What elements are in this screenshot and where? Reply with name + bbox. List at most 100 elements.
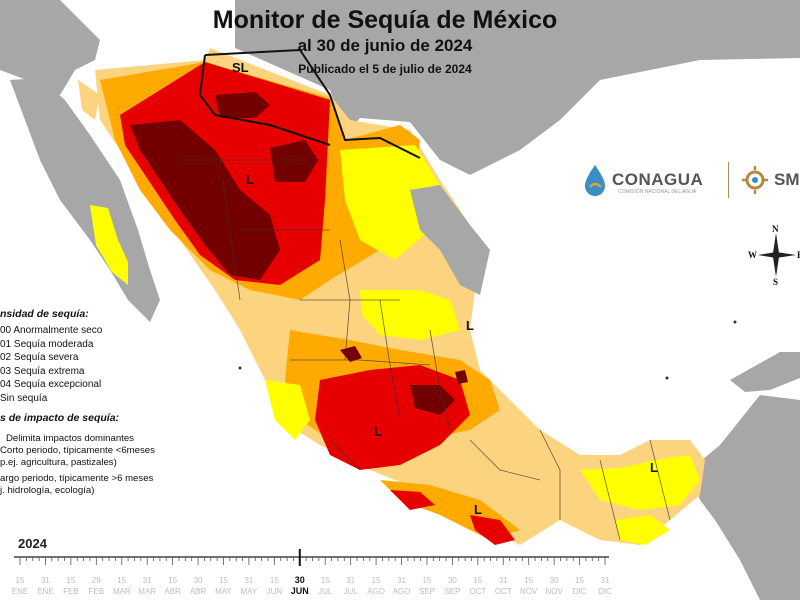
timeline-month-label: JUL — [318, 587, 333, 596]
state-borders — [180, 159, 671, 541]
timeline-day-label: 15 — [473, 576, 482, 585]
timeline-day-label: 31 — [601, 576, 610, 585]
timeline-month-label: FEB — [63, 587, 79, 596]
compass-e: E — [797, 250, 800, 260]
compass-rose: N S W E — [748, 225, 800, 285]
smn-name: SM — [774, 170, 800, 189]
timeline-month-label: NOV — [545, 587, 563, 596]
timeline-month-label: SEP — [444, 587, 460, 596]
intensity-legend-label: 04 Sequía excepcional — [0, 379, 102, 390]
timeline-year: 2024 — [18, 536, 47, 551]
compass-n: N — [772, 225, 779, 234]
central-america-land — [690, 395, 800, 600]
timeline-month-label: SEP — [419, 587, 435, 596]
logo-divider — [728, 162, 729, 198]
intensity-legend: nsidad de sequía: 00 Anormalmente seco 01… — [0, 308, 140, 405]
map-label-l-tabasco: L — [650, 460, 658, 475]
d4-region-hidalgo — [410, 385, 455, 415]
timeline-day-label: 15 — [66, 576, 75, 585]
timeline-day-label: 15 — [117, 576, 126, 585]
timeline-day-label: 15 — [219, 576, 228, 585]
page-title: Monitor de Sequía de México — [212, 6, 558, 34]
d0-region-southeast — [580, 455, 700, 510]
timeline-month-label: MAR — [138, 587, 156, 596]
timeline-day-label: 15 — [423, 576, 432, 585]
timeline-day-label: 30 — [194, 576, 203, 585]
timeline-month-label: OCT — [469, 587, 486, 596]
map-label-l-veracruz: L — [466, 318, 474, 333]
island-dot — [238, 366, 242, 370]
conagua-drop-icon — [585, 165, 605, 196]
intensity-legend-item-d0: 00 Anormalmente seco — [0, 324, 140, 338]
d0-region-chiapas — [615, 515, 670, 545]
timeline-day-label: 15 — [321, 576, 330, 585]
intensity-legend-label: 03 Sequía extrema — [0, 365, 85, 377]
cuba-land — [730, 352, 800, 392]
intensity-legend-item-ss: Sin sequía — [0, 392, 140, 406]
timeline-day-label: 15 — [168, 576, 177, 585]
timeline-month-label: AGO — [367, 587, 385, 596]
compass-w: W — [748, 250, 757, 260]
intensity-legend-item-d2: 02 Sequía severa — [0, 351, 140, 365]
timeline-day-label: 31 — [244, 576, 253, 585]
d4-region-chihuahua-e — [270, 140, 318, 182]
timeline-day-label: 15 — [372, 576, 381, 585]
timeline-day-label: 31 — [143, 576, 152, 585]
d4-region-zacatecas — [340, 346, 362, 362]
timeline-day-label: 31 — [397, 576, 406, 585]
d0-region-northeast — [340, 145, 440, 260]
timeline-month-label: JUN — [267, 587, 283, 596]
conagua-subtitle: COMISIÓN NACIONAL DEL AGUA — [618, 189, 697, 195]
d4-region-chihuahua-n — [215, 92, 270, 118]
timeline-month-label: ENE — [37, 587, 53, 596]
intensity-legend-item-d1: 01 Sequía moderada — [0, 338, 140, 352]
usa-west-land — [0, 0, 100, 95]
page-subtitle: al 30 de junio de 2024 — [297, 36, 473, 55]
island-dot — [733, 320, 737, 324]
d0-region-huasteca — [360, 290, 460, 340]
compass-s: S — [773, 277, 778, 285]
published-date: Publicado el 5 de julio de 2024 — [298, 62, 472, 76]
d3-region-oaxaca — [390, 490, 435, 510]
baja-d0 — [90, 205, 128, 285]
timeline-month-label: ABR — [190, 587, 207, 596]
impact-legend: s de impacto de sequía: Delimita impacto… — [0, 412, 155, 497]
intensity-legend-label: Sin sequía — [0, 392, 48, 404]
timeline-day-label: 30 — [295, 575, 305, 585]
conagua-name: CONAGUA — [612, 170, 704, 189]
intensity-legend-item-d3: 03 Sequía extrema — [0, 365, 140, 379]
timeline-month-label: JUN — [291, 586, 309, 596]
usa-land — [0, 0, 800, 175]
d4-region-queretaro — [455, 370, 468, 384]
timeline-month-label: FEB — [89, 587, 105, 596]
timeline-month-label: MAY — [241, 587, 258, 596]
d4-region-sonora — [130, 120, 280, 280]
map-label-l-michoacan: L — [374, 424, 382, 439]
timeline-month-label: OCT — [495, 587, 512, 596]
map-label-l-oaxaca: L — [474, 502, 482, 517]
impact-long-label: argo periodo, típicamente >6 meses — [0, 473, 154, 484]
timeline-day-label: 31 — [346, 576, 355, 585]
timeline-day-label: 29 — [92, 576, 101, 585]
map-label-sl: SL — [232, 60, 249, 75]
impact-legend-title: s de impacto de sequía: — [0, 412, 120, 424]
impact-short-label: Corto periodo, típicamente <6meses — [0, 445, 155, 456]
smn-logo: SM — [740, 160, 800, 200]
smn-sun-icon — [742, 166, 768, 194]
intensity-legend-title: nsidad de sequía: — [0, 308, 89, 320]
timeline-month-label: ENE — [12, 587, 28, 596]
timeline-month-label: MAY — [215, 587, 232, 596]
map-label-l-chihuahua: L — [246, 172, 254, 187]
timeline-day-label: 30 — [550, 576, 559, 585]
timeline-month-label: ABR — [164, 587, 181, 596]
d0-region-west — [265, 380, 310, 440]
timeline-day-label: 15 — [16, 576, 25, 585]
impact-long-examples: j. hidrología, ecología) — [0, 485, 95, 496]
conagua-logo: CONAGUA COMISIÓN NACIONAL DEL AGUA — [582, 160, 703, 200]
timeline-month-label: AGO — [393, 587, 411, 596]
timeline-day-label: 15 — [270, 576, 279, 585]
timeline-day-label: 15 — [575, 576, 584, 585]
timeline-month-label: DIC — [573, 587, 587, 596]
timeline: 15 ENE 31 ENE 15 FEB 29 FEB 15 MAR 31 MAR 15 ABR 30 ABR… — [12, 549, 612, 596]
